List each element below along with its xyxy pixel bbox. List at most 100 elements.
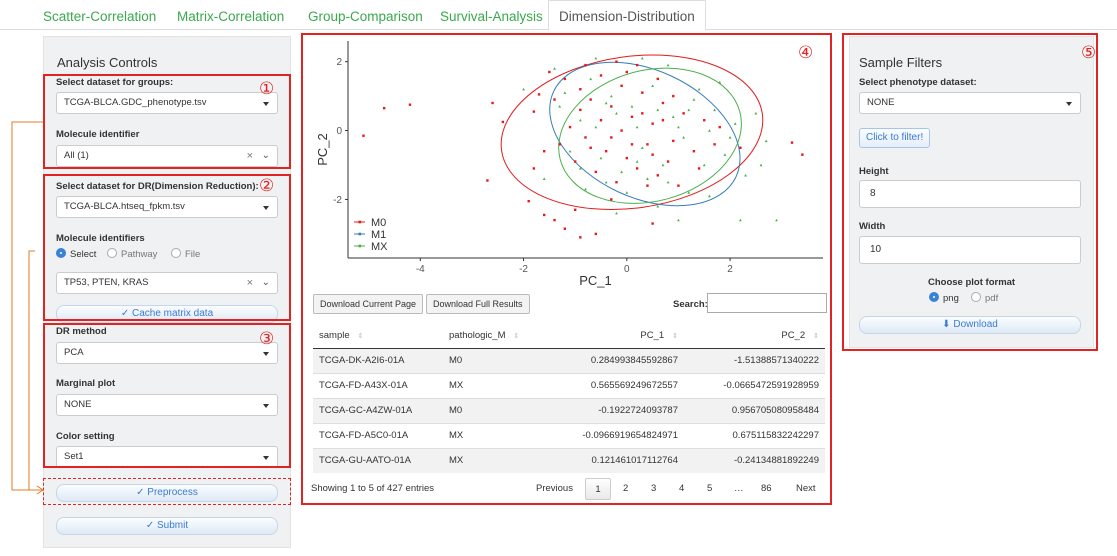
width-input[interactable]: 10 <box>859 236 1081 264</box>
point-mx <box>656 204 660 208</box>
point-m0 <box>625 70 629 74</box>
column-header-sample[interactable]: sample ⇕ <box>313 323 443 349</box>
point-m0 <box>491 101 494 105</box>
point-mx <box>542 177 546 180</box>
point-mx <box>671 115 675 118</box>
marginal-plot-value: NONE <box>64 399 92 410</box>
download-full-results-button[interactable]: Download Full Results <box>426 294 530 314</box>
molecule-identifier-select[interactable]: All (1) × ⌄ <box>56 145 278 167</box>
dr-dataset-select[interactable]: TCGA-BLCA.htseq_fpkm.tsv <box>56 196 278 218</box>
submit-button[interactable]: ✓ Submit <box>56 517 278 535</box>
marginal-plot-select[interactable]: NONE <box>56 394 278 416</box>
ellipse-mx <box>558 67 742 204</box>
column-header-pc1[interactable]: PC_1 ⇕ <box>543 323 684 349</box>
dr-dataset-value: TCGA-BLCA.htseq_fpkm.tsv <box>64 201 185 212</box>
point-mx <box>677 125 680 129</box>
point-mx <box>553 67 556 70</box>
download-current-page-button[interactable]: Download Current Page <box>313 294 424 314</box>
point-mx <box>522 87 525 91</box>
point-m0 <box>610 105 613 108</box>
radio-unchecked-icon <box>171 248 181 258</box>
point-m0 <box>604 150 608 153</box>
point-mx <box>609 94 613 98</box>
clear-icon[interactable]: × <box>246 150 253 162</box>
tab-matrix-correlation[interactable]: Matrix-Correlation <box>177 9 285 24</box>
color-setting-label: Color setting <box>56 431 115 442</box>
radio-pathway[interactable]: Pathway <box>107 248 157 262</box>
point-mx <box>584 187 587 191</box>
table-info: Showing 1 to 5 of 427 entries <box>311 483 435 494</box>
molecules-value: TP53, PTEN, KRAS <box>64 277 149 288</box>
ellipse-m1 <box>549 61 741 207</box>
chevron-down-icon[interactable]: ⌄ <box>261 277 270 288</box>
cache-matrix-button[interactable]: ✓ Cache matrix data <box>56 305 278 323</box>
point-m0 <box>563 77 567 81</box>
point-mx <box>723 153 727 156</box>
download-button[interactable]: ⬇ Download <box>859 316 1081 334</box>
point-mx <box>666 63 670 67</box>
pager-page-4[interactable]: 4 <box>679 483 685 494</box>
sample-filters-title: Sample Filters <box>859 55 943 70</box>
molecule-identifier-label: Molecule identifier <box>56 129 140 140</box>
cell-sample: TCGA-FD-A5C0-01A <box>313 422 443 448</box>
tab-scatter-correlation[interactable]: Scatter-Correlation <box>43 9 157 24</box>
point-m0 <box>362 134 365 137</box>
radio-select[interactable]: Select <box>56 248 96 262</box>
point-m0 <box>610 198 613 201</box>
phenotype-dataset-label: Select phenotype dataset: <box>859 77 977 88</box>
cell-sample: TCGA-FD-A43X-01A <box>313 372 443 398</box>
search-input[interactable] <box>707 293 827 313</box>
point-mx <box>718 80 722 84</box>
pager-next[interactable]: Next <box>796 483 816 494</box>
group-dataset-value: TCGA-BLCA.GDC_phenotype.tsv <box>64 97 207 108</box>
clear-icon[interactable]: × <box>246 277 253 289</box>
point-m0 <box>661 119 665 122</box>
group-dataset-select[interactable]: TCGA-BLCA.GDC_phenotype.tsv <box>56 92 278 114</box>
radio-file-label: File <box>185 249 201 260</box>
height-input[interactable]: 8 <box>859 180 1081 208</box>
radio-file[interactable]: File <box>171 248 200 262</box>
check-icon: ✓ <box>136 487 145 498</box>
pager-page-1[interactable]: 1 <box>585 478 611 500</box>
x-tick-label: -2 <box>519 264 528 275</box>
point-mx <box>702 163 706 167</box>
column-header-pathologic-m[interactable]: pathologic_M ⇕ <box>443 323 543 349</box>
point-m0 <box>548 70 551 74</box>
tab-dimension-distribution[interactable]: Dimension-Distribution <box>548 0 706 31</box>
radio-png[interactable]: png <box>929 292 959 306</box>
cell-pc2: -0.0665472591928959 <box>684 372 825 398</box>
column-header-pc2[interactable]: PC_2 ⇕ <box>684 323 825 349</box>
height-label: Height <box>859 166 889 177</box>
pager-page-3[interactable]: 3 <box>651 483 657 494</box>
point-mx <box>677 218 680 222</box>
point-m0 <box>790 141 794 144</box>
legend-marker-m1 <box>358 232 362 236</box>
point-mx <box>615 111 618 115</box>
tab-group-comparison[interactable]: Group-Comparison <box>308 9 423 24</box>
pager-page-5[interactable]: 5 <box>707 483 713 494</box>
point-mx <box>744 173 747 177</box>
tab-survival-analysis[interactable]: Survival-Analysis <box>440 9 543 24</box>
preprocess-button[interactable]: ✓ Preprocess <box>56 484 278 502</box>
point-mx <box>708 194 711 198</box>
pager-page-86[interactable]: 86 <box>761 483 772 494</box>
dr-method-select[interactable]: PCA <box>56 342 278 364</box>
point-m0 <box>620 129 623 132</box>
point-m0 <box>739 146 742 149</box>
caret-down-icon <box>263 352 269 356</box>
cell-pathologic-m: M0 <box>443 347 543 373</box>
pager-page-2[interactable]: 2 <box>623 483 629 494</box>
caret-down-icon <box>263 404 269 408</box>
pager-previous[interactable]: Previous <box>536 483 573 494</box>
point-m0 <box>651 222 654 225</box>
point-mx <box>687 191 691 194</box>
click-to-filter-button[interactable]: Click to filter! <box>859 128 931 148</box>
x-tick-label: -4 <box>416 264 425 275</box>
point-mx <box>759 163 763 167</box>
cell-pathologic-m: MX <box>443 372 543 398</box>
phenotype-dataset-select[interactable]: NONE <box>859 92 1081 114</box>
molecules-select[interactable]: TP53, PTEN, KRAS × ⌄ <box>56 272 278 294</box>
radio-pdf[interactable]: pdf <box>971 292 998 306</box>
point-m0 <box>713 143 716 146</box>
chevron-down-icon[interactable]: ⌄ <box>261 150 270 161</box>
